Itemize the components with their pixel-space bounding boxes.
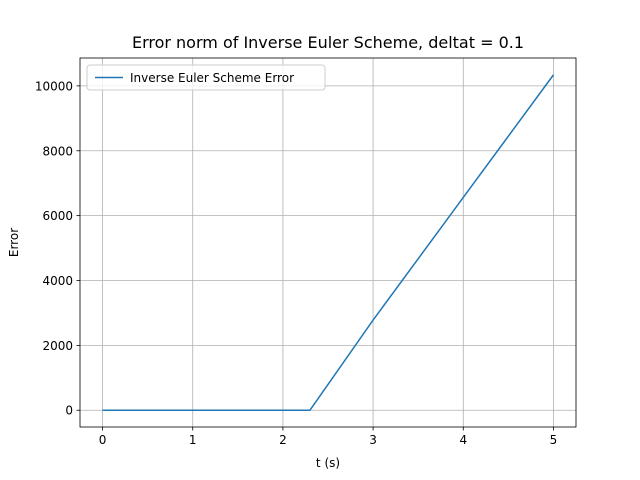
y-tick-label: 8000 (42, 144, 73, 158)
plot-series (102, 74, 555, 411)
y-tick-label: 10000 (35, 79, 73, 93)
series-line (102, 74, 555, 411)
grid-lines (80, 58, 576, 427)
legend-box (86, 64, 326, 91)
axes-frame (79, 57, 577, 428)
y-tick-label: 4000 (42, 274, 73, 288)
x-tick-label: 4 (459, 433, 467, 447)
x-tick-label: 2 (279, 433, 287, 447)
legend-entry-label: Inverse Euler Scheme Error (130, 71, 294, 85)
y-axis-label: Error (7, 228, 21, 257)
legend: Inverse Euler Scheme Error (86, 64, 326, 91)
x-tick-label: 0 (99, 433, 107, 447)
x-tick-label: 5 (550, 433, 558, 447)
y-tick-label: 6000 (42, 209, 73, 223)
y-tick-label: 0 (65, 404, 73, 418)
x-tick-label: 1 (189, 433, 197, 447)
x-axis-label: t (s) (316, 456, 340, 470)
x-axis-ticks: 0 1 2 3 4 5 (99, 427, 558, 447)
y-axis-ticks: 0 2000 4000 6000 8000 10000 (35, 79, 80, 418)
y-tick-label: 2000 (42, 339, 73, 353)
chart-title: Error norm of Inverse Euler Scheme, delt… (132, 33, 524, 52)
x-tick-label: 3 (369, 433, 377, 447)
